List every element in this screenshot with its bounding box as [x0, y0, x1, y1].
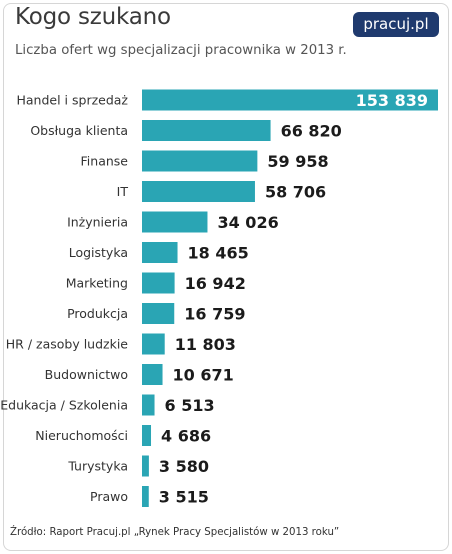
value-label: 10 671 — [173, 366, 234, 385]
bar — [142, 211, 208, 233]
bar — [142, 455, 149, 477]
value-label: 16 942 — [185, 274, 246, 293]
value-label: 4 686 — [161, 427, 211, 446]
page-subtitle: Liczba ofert wg specjalizacji pracownika… — [15, 43, 347, 58]
category-label: Handel i sprzedaż — [17, 93, 129, 108]
value-label: 153 839 — [356, 91, 428, 110]
source-note: Źródło: Raport Pracuj.pl „Rynek Pracy Sp… — [10, 527, 340, 538]
value-label: 3 515 — [159, 488, 209, 507]
value-label: 66 820 — [281, 122, 342, 141]
category-label: IT — [117, 184, 129, 199]
category-label: Obsługa klienta — [30, 123, 128, 138]
value-label: 18 465 — [188, 244, 249, 263]
bar — [142, 394, 155, 416]
category-label: Edukacja / Szkolenia — [0, 398, 128, 413]
value-label: 6 513 — [165, 396, 215, 415]
bar — [142, 120, 271, 141]
category-label: Finanse — [81, 154, 129, 169]
category-label: Turystyka — [67, 459, 128, 474]
category-label: Budownictwo — [45, 367, 128, 382]
category-label: Marketing — [66, 276, 128, 291]
category-label: Nieruchomości — [35, 428, 128, 443]
bar — [142, 242, 178, 263]
value-label: 3 580 — [159, 457, 209, 476]
bar — [142, 486, 149, 507]
bar — [142, 150, 258, 172]
page-title: Kogo szukano — [15, 4, 171, 30]
category-label: Logistyka — [69, 245, 128, 260]
category-label: Produkcja — [67, 306, 128, 321]
bar — [142, 364, 163, 385]
value-label: 11 803 — [175, 335, 236, 354]
bar — [142, 303, 175, 324]
pracuj-logo: pracuj.pl — [353, 12, 439, 37]
category-label: Prawo — [90, 489, 128, 504]
bar — [142, 333, 165, 355]
category-label: HR / zasoby ludzkie — [6, 337, 129, 352]
category-label: Inżynieria — [67, 215, 128, 230]
bar — [142, 272, 175, 294]
bar — [142, 425, 152, 446]
value-label: 34 026 — [217, 213, 278, 232]
value-label: 16 759 — [184, 305, 245, 324]
value-label: 59 958 — [267, 152, 328, 171]
bar — [142, 89, 438, 111]
value-label: 58 706 — [265, 183, 326, 202]
bar — [142, 181, 255, 202]
